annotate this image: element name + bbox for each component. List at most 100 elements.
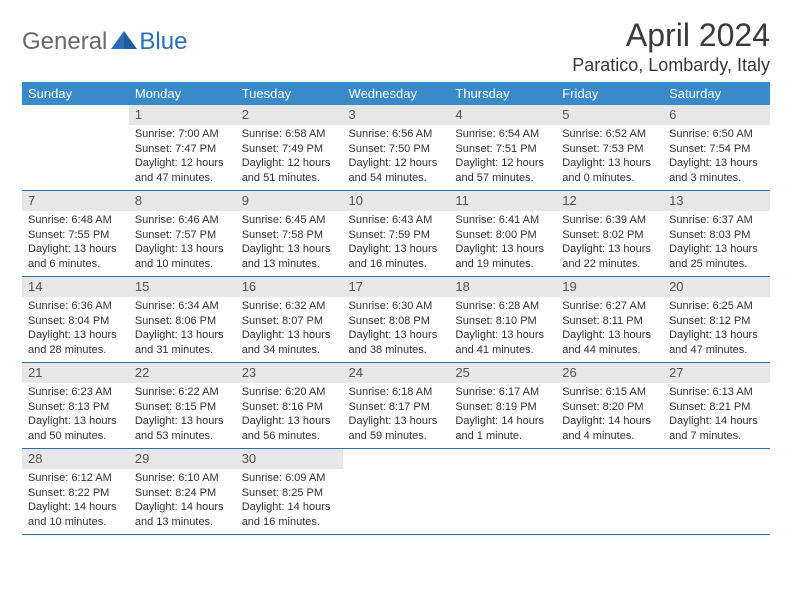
day-info: Sunrise: 6:52 AMSunset: 7:53 PMDaylight:…	[556, 125, 663, 190]
sunset-text: Sunset: 8:03 PM	[669, 228, 764, 243]
daylight-text: Daylight: 13 hours and 56 minutes.	[242, 414, 337, 444]
day-info: Sunrise: 6:30 AMSunset: 8:08 PMDaylight:…	[343, 297, 450, 362]
calendar-day-cell: 9Sunrise: 6:45 AMSunset: 7:58 PMDaylight…	[236, 191, 343, 277]
day-info: Sunrise: 6:36 AMSunset: 8:04 PMDaylight:…	[22, 297, 129, 362]
day-info: Sunrise: 6:43 AMSunset: 7:59 PMDaylight:…	[343, 211, 450, 276]
calendar-week-row: 7Sunrise: 6:48 AMSunset: 7:55 PMDaylight…	[22, 191, 770, 277]
day-number: 13	[663, 191, 770, 211]
sunrise-text: Sunrise: 7:00 AM	[135, 127, 230, 142]
daylight-text: Daylight: 13 hours and 25 minutes.	[669, 242, 764, 272]
sunrise-text: Sunrise: 6:48 AM	[28, 213, 123, 228]
sunset-text: Sunset: 7:50 PM	[349, 142, 444, 157]
sunset-text: Sunset: 7:58 PM	[242, 228, 337, 243]
sunrise-text: Sunrise: 6:41 AM	[455, 213, 550, 228]
sunset-text: Sunset: 7:55 PM	[28, 228, 123, 243]
day-number: 3	[343, 105, 450, 125]
weekday-header: Saturday	[663, 82, 770, 105]
daylight-text: Daylight: 13 hours and 13 minutes.	[242, 242, 337, 272]
day-info: Sunrise: 6:10 AMSunset: 8:24 PMDaylight:…	[129, 469, 236, 534]
title-block: April 2024 Paratico, Lombardy, Italy	[572, 18, 770, 76]
sunset-text: Sunset: 8:15 PM	[135, 400, 230, 415]
day-info: Sunrise: 6:45 AMSunset: 7:58 PMDaylight:…	[236, 211, 343, 276]
calendar-week-row: 28Sunrise: 6:12 AMSunset: 8:22 PMDayligh…	[22, 449, 770, 535]
daylight-text: Daylight: 13 hours and 44 minutes.	[562, 328, 657, 358]
day-info: Sunrise: 6:22 AMSunset: 8:15 PMDaylight:…	[129, 383, 236, 448]
day-info: Sunrise: 6:20 AMSunset: 8:16 PMDaylight:…	[236, 383, 343, 448]
weekday-header: Wednesday	[343, 82, 450, 105]
calendar-head: SundayMondayTuesdayWednesdayThursdayFrid…	[22, 82, 770, 105]
sunrise-text: Sunrise: 6:28 AM	[455, 299, 550, 314]
day-number: 9	[236, 191, 343, 211]
day-number: 16	[236, 277, 343, 297]
sunset-text: Sunset: 8:02 PM	[562, 228, 657, 243]
calendar-day-cell: 15Sunrise: 6:34 AMSunset: 8:06 PMDayligh…	[129, 277, 236, 363]
day-info: Sunrise: 6:50 AMSunset: 7:54 PMDaylight:…	[663, 125, 770, 190]
day-number: 18	[449, 277, 556, 297]
daylight-text: Daylight: 13 hours and 6 minutes.	[28, 242, 123, 272]
day-number: 1	[129, 105, 236, 125]
weekday-header: Tuesday	[236, 82, 343, 105]
daylight-text: Daylight: 13 hours and 22 minutes.	[562, 242, 657, 272]
sunset-text: Sunset: 8:19 PM	[455, 400, 550, 415]
sunset-text: Sunset: 8:10 PM	[455, 314, 550, 329]
weekday-header: Thursday	[449, 82, 556, 105]
daylight-text: Daylight: 13 hours and 59 minutes.	[349, 414, 444, 444]
sunset-text: Sunset: 7:57 PM	[135, 228, 230, 243]
logo-mark-icon	[111, 29, 137, 49]
daylight-text: Daylight: 13 hours and 53 minutes.	[135, 414, 230, 444]
calendar-day-cell: 14Sunrise: 6:36 AMSunset: 8:04 PMDayligh…	[22, 277, 129, 363]
daylight-text: Daylight: 14 hours and 13 minutes.	[135, 500, 230, 530]
calendar-day-cell: 29Sunrise: 6:10 AMSunset: 8:24 PMDayligh…	[129, 449, 236, 535]
daylight-text: Daylight: 13 hours and 38 minutes.	[349, 328, 444, 358]
calendar-day-cell: 16Sunrise: 6:32 AMSunset: 8:07 PMDayligh…	[236, 277, 343, 363]
day-number: 27	[663, 363, 770, 383]
calendar-day-cell: 8Sunrise: 6:46 AMSunset: 7:57 PMDaylight…	[129, 191, 236, 277]
daylight-text: Daylight: 13 hours and 34 minutes.	[242, 328, 337, 358]
calendar-day-cell: 19Sunrise: 6:27 AMSunset: 8:11 PMDayligh…	[556, 277, 663, 363]
page-header: General Blue April 2024 Paratico, Lombar…	[22, 18, 770, 76]
day-number: 30	[236, 449, 343, 469]
weekday-header: Sunday	[22, 82, 129, 105]
sunset-text: Sunset: 8:08 PM	[349, 314, 444, 329]
day-number: 10	[343, 191, 450, 211]
sunrise-text: Sunrise: 6:23 AM	[28, 385, 123, 400]
weekday-header: Friday	[556, 82, 663, 105]
day-info: Sunrise: 6:17 AMSunset: 8:19 PMDaylight:…	[449, 383, 556, 448]
day-number: 7	[22, 191, 129, 211]
calendar-week-row: 14Sunrise: 6:36 AMSunset: 8:04 PMDayligh…	[22, 277, 770, 363]
day-info: Sunrise: 7:00 AMSunset: 7:47 PMDaylight:…	[129, 125, 236, 190]
calendar-day-cell: 20Sunrise: 6:25 AMSunset: 8:12 PMDayligh…	[663, 277, 770, 363]
daylight-text: Daylight: 12 hours and 54 minutes.	[349, 156, 444, 186]
daylight-text: Daylight: 13 hours and 0 minutes.	[562, 156, 657, 186]
calendar-day-cell: 30Sunrise: 6:09 AMSunset: 8:25 PMDayligh…	[236, 449, 343, 535]
sunrise-text: Sunrise: 6:45 AM	[242, 213, 337, 228]
sunset-text: Sunset: 8:24 PM	[135, 486, 230, 501]
day-number: 25	[449, 363, 556, 383]
calendar-day-cell: 18Sunrise: 6:28 AMSunset: 8:10 PMDayligh…	[449, 277, 556, 363]
day-number: 29	[129, 449, 236, 469]
sunrise-text: Sunrise: 6:12 AM	[28, 471, 123, 486]
sunrise-text: Sunrise: 6:50 AM	[669, 127, 764, 142]
calendar-day-cell: 2Sunrise: 6:58 AMSunset: 7:49 PMDaylight…	[236, 105, 343, 190]
day-number: 5	[556, 105, 663, 125]
sunset-text: Sunset: 7:53 PM	[562, 142, 657, 157]
sunrise-text: Sunrise: 6:15 AM	[562, 385, 657, 400]
sunrise-text: Sunrise: 6:46 AM	[135, 213, 230, 228]
calendar-day-cell: 3Sunrise: 6:56 AMSunset: 7:50 PMDaylight…	[343, 105, 450, 190]
calendar-week-row: 21Sunrise: 6:23 AMSunset: 8:13 PMDayligh…	[22, 363, 770, 449]
day-info: Sunrise: 6:56 AMSunset: 7:50 PMDaylight:…	[343, 125, 450, 190]
day-info: Sunrise: 6:48 AMSunset: 7:55 PMDaylight:…	[22, 211, 129, 276]
day-info: Sunrise: 6:54 AMSunset: 7:51 PMDaylight:…	[449, 125, 556, 190]
day-number: 14	[22, 277, 129, 297]
daylight-text: Daylight: 13 hours and 31 minutes.	[135, 328, 230, 358]
calendar-day-cell: 23Sunrise: 6:20 AMSunset: 8:16 PMDayligh…	[236, 363, 343, 449]
sunset-text: Sunset: 8:12 PM	[669, 314, 764, 329]
day-info: Sunrise: 6:46 AMSunset: 7:57 PMDaylight:…	[129, 211, 236, 276]
daylight-text: Daylight: 12 hours and 51 minutes.	[242, 156, 337, 186]
weekday-header: Monday	[129, 82, 236, 105]
calendar-table: SundayMondayTuesdayWednesdayThursdayFrid…	[22, 82, 770, 535]
sunset-text: Sunset: 7:54 PM	[669, 142, 764, 157]
day-number: 4	[449, 105, 556, 125]
sunset-text: Sunset: 8:04 PM	[28, 314, 123, 329]
sunset-text: Sunset: 8:13 PM	[28, 400, 123, 415]
